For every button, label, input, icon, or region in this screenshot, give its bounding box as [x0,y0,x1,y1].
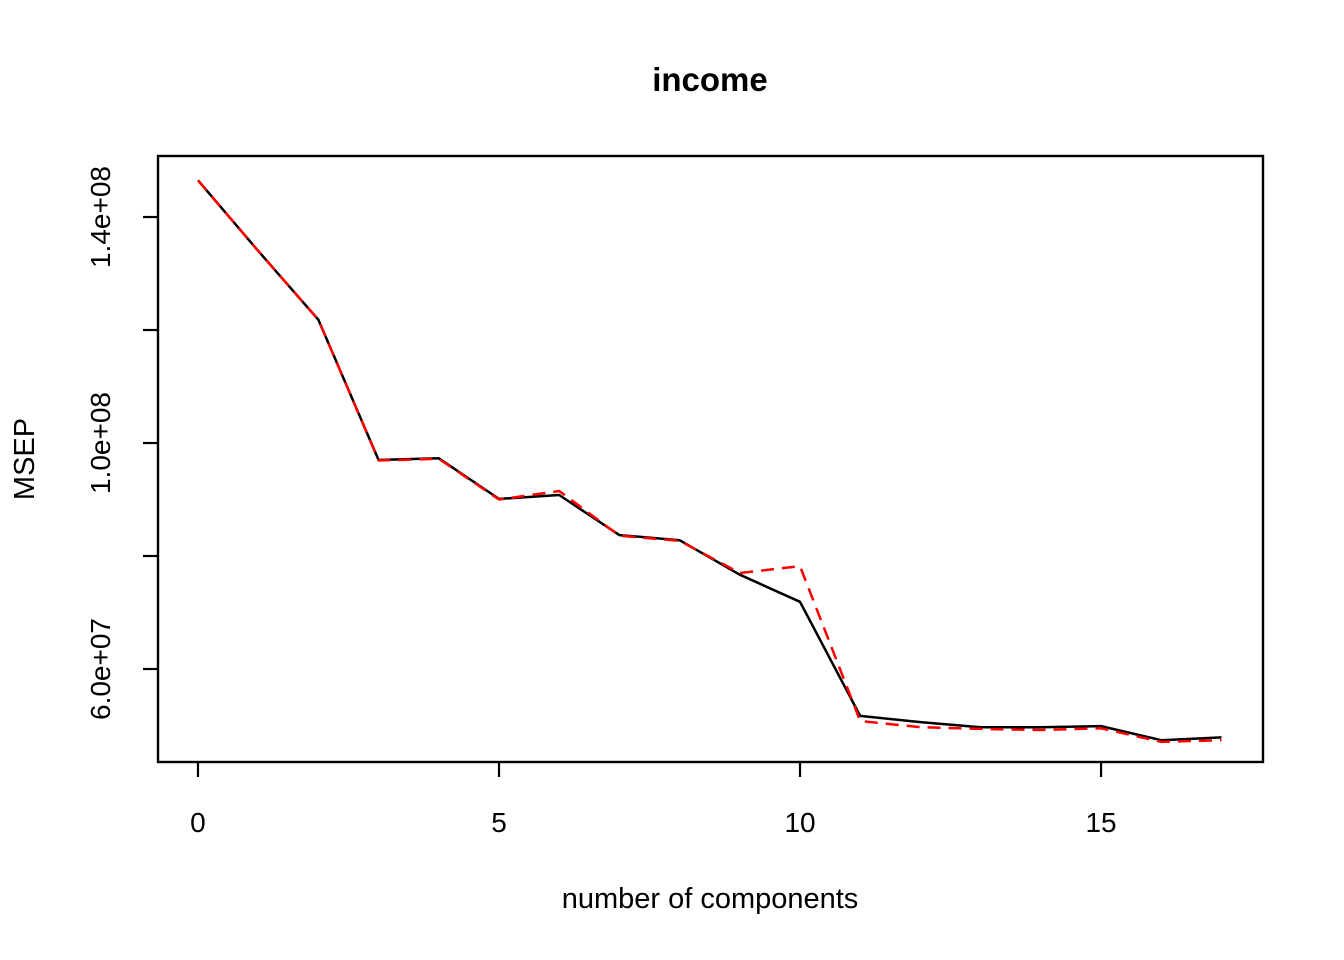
x-tick-label: 15 [1085,807,1116,838]
y-tick-label: 1.4e+08 [85,166,116,268]
y-tick-label: 1.0e+08 [85,392,116,494]
y-axis-label: MSEP [9,418,41,500]
plot-frame [156,154,1265,764]
black_solid-line [197,179,1222,742]
x-tick-label: 0 [190,807,206,838]
red_dashed-line [197,179,1222,744]
plot-area: 0 5 10 15 1.4e+08 1.0e+08 6.0e+07 [85,154,1265,838]
chart-title: income [652,61,768,98]
x-tick-label: 10 [784,807,815,838]
y-tick-label: 6.0e+07 [85,618,116,720]
x-tick-label: 5 [491,807,507,838]
x-axis-label: number of components [562,883,859,915]
